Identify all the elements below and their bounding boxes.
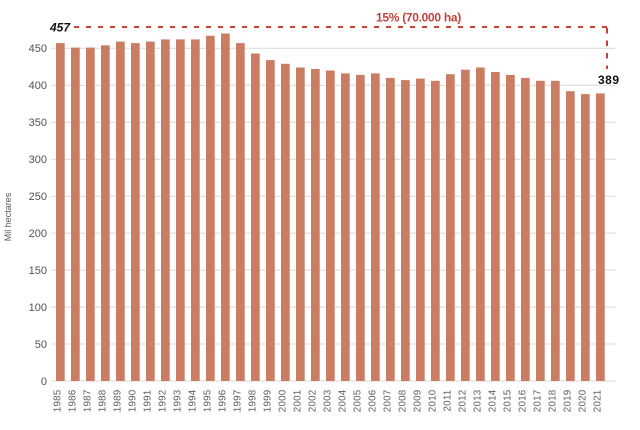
svg-text:2008: 2008 <box>397 389 408 412</box>
svg-text:2009: 2009 <box>412 390 423 413</box>
svg-text:2007: 2007 <box>382 390 393 413</box>
svg-text:1999: 1999 <box>262 390 273 413</box>
svg-text:2005: 2005 <box>352 389 363 412</box>
svg-text:2017: 2017 <box>532 390 543 413</box>
svg-text:457: 457 <box>49 21 71 35</box>
svg-text:1996: 1996 <box>217 389 228 412</box>
svg-text:1995: 1995 <box>202 389 213 412</box>
svg-text:1997: 1997 <box>232 390 243 413</box>
svg-text:2016: 2016 <box>517 389 528 412</box>
svg-text:1987: 1987 <box>82 390 93 413</box>
svg-text:1991: 1991 <box>142 390 153 413</box>
svg-text:1990: 1990 <box>127 389 138 412</box>
svg-text:200: 200 <box>29 228 47 240</box>
svg-text:250: 250 <box>29 191 47 203</box>
svg-text:2020: 2020 <box>577 389 588 412</box>
svg-text:2012: 2012 <box>457 390 468 413</box>
svg-text:2000: 2000 <box>277 389 288 412</box>
svg-text:2010: 2010 <box>427 389 438 412</box>
svg-text:0: 0 <box>41 376 47 388</box>
svg-text:2006: 2006 <box>367 389 378 412</box>
svg-text:350: 350 <box>29 117 47 129</box>
svg-text:1993: 1993 <box>172 389 183 412</box>
svg-text:2002: 2002 <box>307 390 318 413</box>
svg-text:2019: 2019 <box>562 390 573 413</box>
svg-text:2001: 2001 <box>292 390 303 413</box>
svg-text:1998: 1998 <box>247 389 258 412</box>
svg-text:1986: 1986 <box>67 389 78 412</box>
svg-text:2003: 2003 <box>322 389 333 412</box>
svg-text:2011: 2011 <box>442 390 453 412</box>
svg-text:1988: 1988 <box>97 389 108 412</box>
svg-text:1994: 1994 <box>187 389 198 412</box>
svg-text:100: 100 <box>29 302 47 314</box>
svg-text:150: 150 <box>29 265 47 277</box>
svg-text:389: 389 <box>598 73 620 87</box>
svg-text:Mil hectares: Mil hectares <box>3 192 13 241</box>
svg-text:1989: 1989 <box>112 390 123 413</box>
svg-text:400: 400 <box>29 80 47 92</box>
svg-text:2014: 2014 <box>487 389 498 412</box>
svg-text:300: 300 <box>29 154 47 166</box>
svg-text:2021: 2021 <box>592 390 603 413</box>
svg-text:2015: 2015 <box>502 389 513 412</box>
svg-text:1985: 1985 <box>52 389 63 412</box>
svg-text:2004: 2004 <box>337 389 348 412</box>
svg-text:2018: 2018 <box>547 389 558 412</box>
svg-text:1992: 1992 <box>157 390 168 413</box>
svg-text:2013: 2013 <box>472 389 483 412</box>
svg-text:50: 50 <box>35 339 47 351</box>
svg-text:15% (70.000 ha): 15% (70.000 ha) <box>376 11 461 25</box>
svg-text:450: 450 <box>29 43 47 55</box>
